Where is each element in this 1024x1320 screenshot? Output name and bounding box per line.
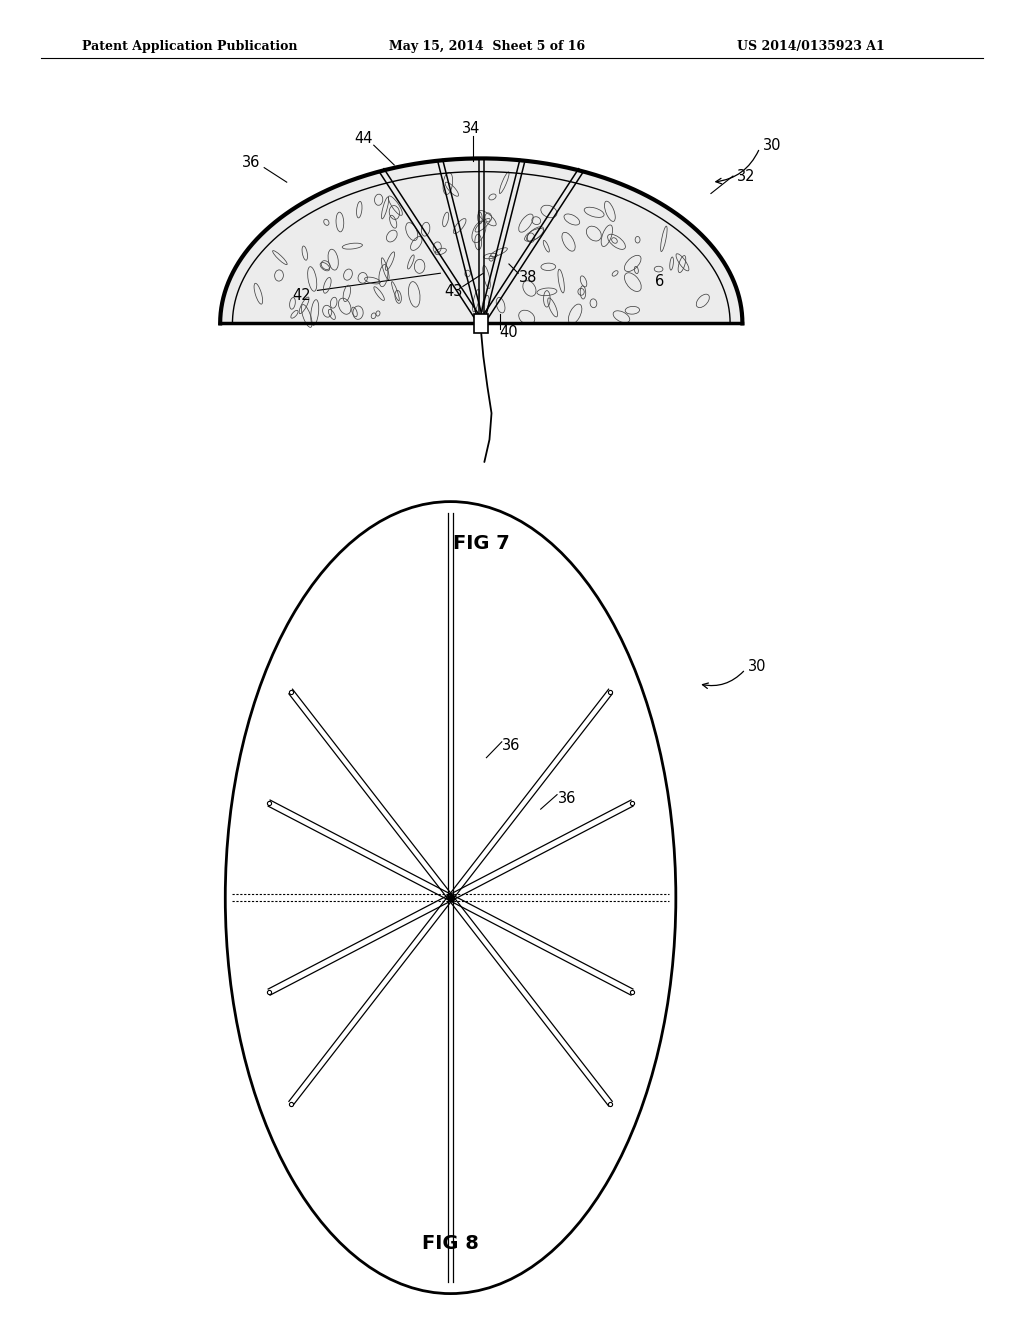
Text: May 15, 2014  Sheet 5 of 16: May 15, 2014 Sheet 5 of 16 (389, 40, 586, 53)
Text: 43: 43 (444, 284, 463, 300)
Text: 36: 36 (242, 154, 260, 170)
Text: Patent Application Publication: Patent Application Publication (82, 40, 297, 53)
Text: 38: 38 (519, 269, 538, 285)
Text: 42: 42 (293, 288, 311, 304)
Text: 40: 40 (500, 325, 518, 341)
Text: 6: 6 (655, 273, 665, 289)
Bar (474, 314, 488, 333)
Polygon shape (220, 158, 742, 323)
Text: 32: 32 (737, 169, 756, 185)
Text: FIG 8: FIG 8 (422, 1234, 479, 1253)
Text: 30: 30 (763, 137, 781, 153)
Text: 30: 30 (748, 659, 766, 675)
Text: 36: 36 (502, 738, 520, 754)
Text: 34: 34 (462, 120, 480, 136)
Text: 44: 44 (354, 131, 373, 147)
Text: 36: 36 (558, 791, 577, 807)
Text: US 2014/0135923 A1: US 2014/0135923 A1 (737, 40, 885, 53)
Ellipse shape (225, 502, 676, 1294)
Text: FIG 7: FIG 7 (453, 535, 510, 553)
